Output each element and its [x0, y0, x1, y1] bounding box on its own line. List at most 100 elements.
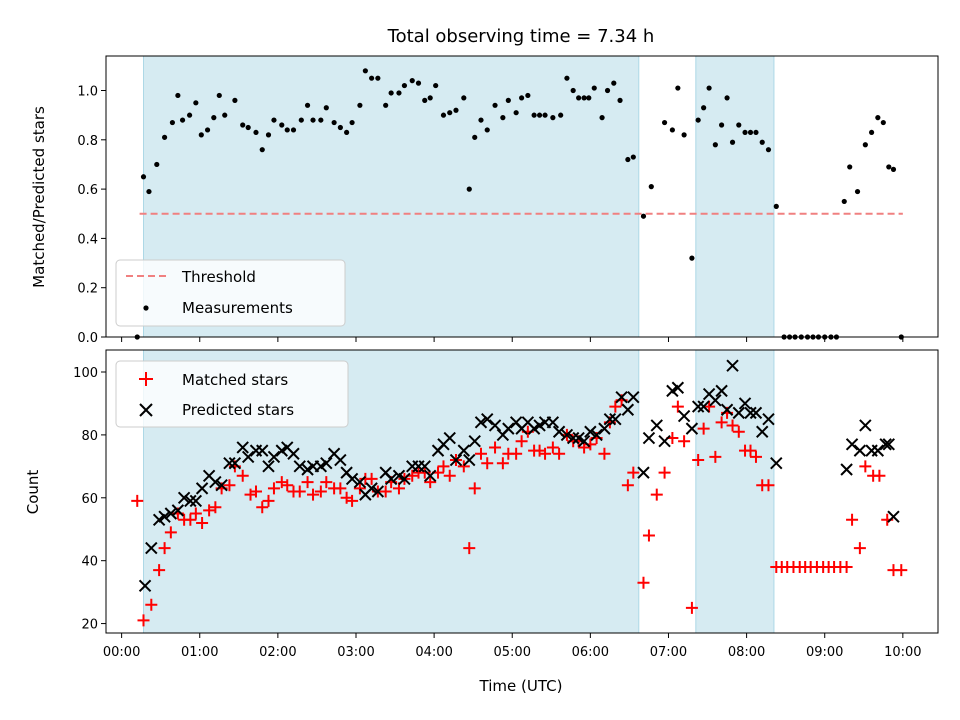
matched-star-point — [158, 542, 171, 555]
predicted-star-point — [371, 485, 385, 498]
measurement-point — [695, 117, 701, 123]
predicted-star-point — [845, 438, 859, 451]
bottom-panel: 20 40 60 80 100 00:00 01:00 02:00 03:00 04:00 05:… — [24, 349, 939, 695]
matched-star-point — [468, 482, 481, 495]
predicted-star-point — [145, 541, 158, 555]
x-tick-label: 06:00 — [572, 645, 609, 660]
predicted-star-point — [603, 412, 617, 426]
predicted-stars-points — [138, 359, 900, 593]
measurement-point — [427, 95, 433, 101]
predicted-star-point — [642, 431, 656, 445]
predicted-star-point — [209, 475, 222, 489]
measurement-point — [880, 119, 886, 126]
matched-star-point — [463, 542, 476, 555]
predicted-star-point — [293, 460, 306, 473]
predicted-star-point — [738, 397, 752, 410]
top-y-axis-label: Matched/Predicted stars — [30, 106, 48, 288]
top-y-ticks: 0.0 0.2 0.4 0.6 0.8 1.0 — [77, 85, 106, 346]
measurement-point — [742, 129, 748, 136]
measurement-point — [611, 80, 617, 86]
measurement-point — [344, 129, 350, 136]
predicted-star-point — [443, 431, 456, 445]
matched-star-point — [515, 435, 528, 448]
matched-star-point — [840, 560, 853, 573]
predicted-star-point — [241, 450, 255, 464]
measurement-point — [253, 129, 259, 136]
matched-star-point — [546, 441, 559, 454]
measurement-point — [625, 156, 631, 163]
predicted-star-point — [334, 453, 347, 467]
matched-star-point — [859, 460, 872, 473]
measurement-point — [591, 85, 597, 91]
predicted-star-point — [726, 359, 739, 372]
predicted-star-point — [732, 406, 745, 420]
measurement-point — [193, 100, 199, 106]
measurement-point — [604, 87, 611, 94]
predicted-star-point — [365, 482, 378, 495]
predicted-star-point — [236, 441, 249, 454]
measurement-point — [318, 117, 324, 123]
measurement-point — [240, 122, 246, 128]
predicted-star-point — [320, 456, 333, 470]
measurement-point — [478, 117, 484, 123]
predicted-star-point — [840, 463, 853, 476]
predicted-star-point — [691, 400, 705, 413]
predicted-star-point — [615, 390, 628, 404]
matched-star-point — [424, 476, 437, 489]
legend-predicted-swatch — [139, 403, 153, 417]
measurement-point — [681, 132, 687, 138]
shaded-interval — [695, 349, 775, 634]
top-panel: 0.0 0.2 0.4 0.6 0.8 1.0 Total observing time … — [30, 26, 939, 346]
matched-star-point — [749, 450, 762, 463]
measurement-point — [279, 122, 285, 128]
measurement-point — [146, 188, 152, 195]
predicted-star-point — [598, 422, 611, 435]
measurement-point — [331, 119, 337, 126]
matched-star-point — [457, 460, 470, 473]
matched-star-point — [510, 447, 523, 460]
shaded-interval — [695, 55, 775, 338]
matched-star-point — [609, 400, 622, 413]
matched-star-point — [320, 476, 333, 489]
matched-star-point — [621, 479, 634, 492]
measurement-point — [558, 112, 564, 118]
y-tick-label: 0.0 — [77, 331, 98, 346]
measurement-point — [886, 164, 892, 170]
bottom-plot-frame — [105, 349, 939, 634]
measurement-point — [461, 95, 467, 101]
measurement-point — [719, 122, 725, 128]
measurement-point — [570, 87, 576, 94]
measurement-point — [706, 85, 712, 91]
matched-star-point — [539, 447, 552, 460]
measurement-point — [753, 129, 759, 136]
matched-star-point — [293, 485, 306, 498]
matched-star-point — [685, 601, 698, 614]
predicted-star-point — [223, 456, 236, 470]
measurement-point — [675, 85, 681, 91]
predicted-star-point — [770, 456, 783, 470]
predicted-star-point — [853, 444, 867, 457]
measurement-point — [204, 127, 211, 133]
x-tick-label: 05:00 — [494, 645, 531, 660]
measurement-point — [640, 213, 647, 219]
matched-star-point — [637, 576, 650, 589]
predicted-star-point — [256, 444, 269, 457]
predicted-star-point — [423, 469, 437, 482]
measurement-point — [369, 75, 375, 81]
predicted-star-point — [584, 425, 597, 438]
matched-stars-points — [131, 394, 908, 627]
x-tick-label: 07:00 — [650, 645, 687, 660]
matched-star-point — [671, 400, 684, 413]
measurement-point — [505, 97, 511, 103]
matched-star-point — [184, 513, 197, 526]
predicted-star-point — [353, 475, 367, 489]
measurement-point — [701, 105, 707, 111]
measurement-point — [500, 115, 506, 121]
predicted-star-point — [650, 419, 663, 432]
measurement-point — [531, 112, 537, 118]
top-legend: Threshold Measurements — [115, 259, 346, 327]
measurement-point — [265, 132, 272, 138]
matched-star-point — [249, 485, 262, 498]
predicted-star-point — [715, 384, 728, 398]
predicted-star-point — [177, 491, 191, 504]
